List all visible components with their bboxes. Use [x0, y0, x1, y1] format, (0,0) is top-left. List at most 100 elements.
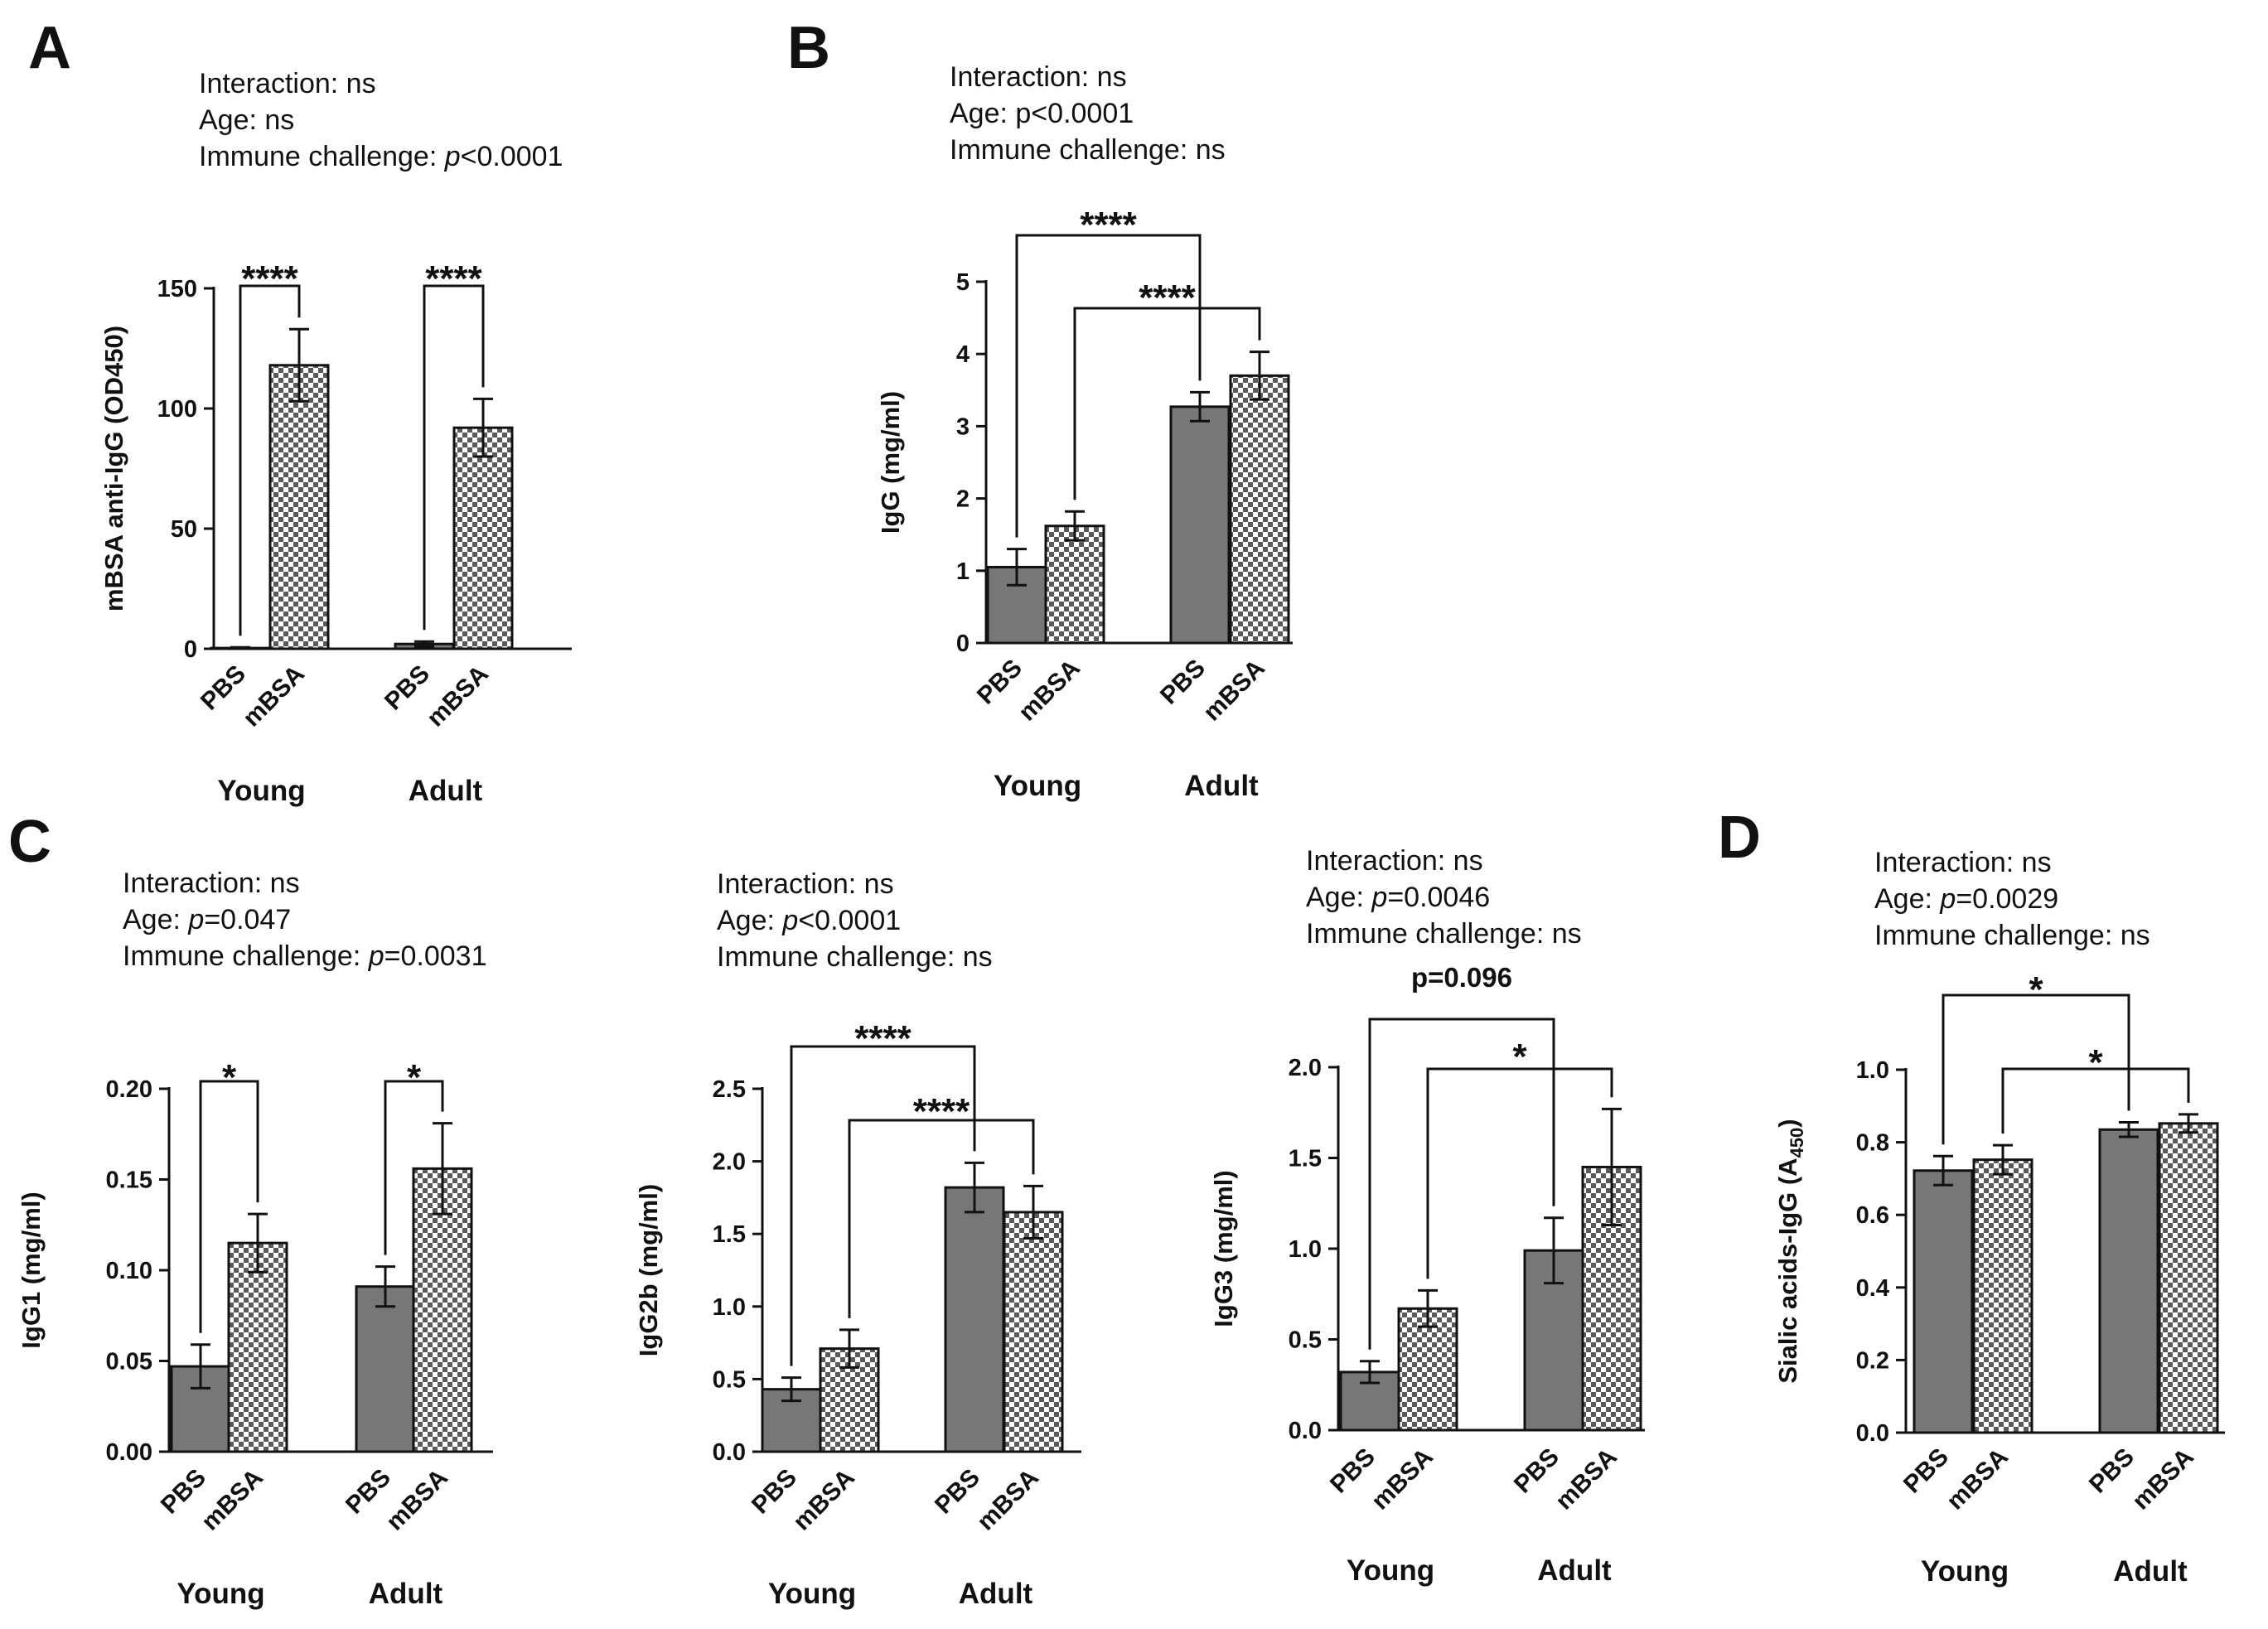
- x-group-label: Adult: [1184, 770, 1259, 802]
- panel-letter-c: C: [8, 809, 51, 875]
- x-group-label: Adult: [369, 1578, 443, 1610]
- stat-line: Age: p=0.047: [123, 904, 291, 935]
- bar-mbsa-young: [1972, 1158, 2033, 1434]
- significance-label: ****: [241, 259, 298, 299]
- bar-pbs-adult: [1169, 405, 1231, 645]
- y-tick-label: 0.0: [1289, 1418, 1322, 1444]
- x-group-label: Young: [1347, 1554, 1434, 1587]
- stat-line: Interaction: ns: [199, 68, 376, 99]
- bar-mbsa-young: [1044, 524, 1105, 645]
- y-tick-label: 0.00: [106, 1439, 152, 1466]
- x-group-label: Adult: [409, 775, 483, 807]
- bar-mbsa-adult: [1003, 1211, 1064, 1453]
- x-category-label: mBSA: [381, 1464, 453, 1536]
- y-tick-label: 2.5: [713, 1076, 746, 1103]
- significance-bracket: [199, 1080, 259, 1333]
- stat-line: Interaction: ns: [1874, 847, 2052, 878]
- significance-label: *: [2088, 1042, 2103, 1083]
- x-category-label: mBSA: [196, 1464, 268, 1536]
- y-tick-label: 1.0: [1856, 1057, 1889, 1084]
- panel-letter-a: A: [28, 15, 71, 81]
- x-category-label: mBSA: [972, 1464, 1044, 1536]
- x-category-label: mBSA: [422, 660, 494, 732]
- x-group-label: Adult: [1537, 1554, 1612, 1587]
- significance-label: p=0.096: [1411, 962, 1512, 993]
- significance-label: ****: [854, 1018, 912, 1059]
- x-group-label: Young: [768, 1578, 856, 1610]
- x-category-label: mBSA: [1198, 655, 1270, 727]
- bar-mbsa-young: [268, 364, 330, 650]
- y-tick-label: 3: [956, 413, 970, 440]
- significance-bracket: [2001, 1067, 2190, 1134]
- x-group-label: Young: [1921, 1555, 2009, 1588]
- significance-label: ****: [913, 1091, 970, 1132]
- bar-pbs-adult: [944, 1186, 1005, 1453]
- bar-mbsa-young: [227, 1241, 288, 1453]
- y-axis-label: IgG (mg/ml): [876, 391, 905, 534]
- stat-line: Age: ns: [199, 104, 294, 136]
- chart-panel-c1: Interaction: ns Age: p=0.047 Immune challe…: [17, 868, 493, 1610]
- stat-line: Immune challenge: ns: [950, 134, 1226, 166]
- significance-label: ****: [1139, 278, 1196, 318]
- x-group-label: Young: [994, 770, 1081, 802]
- y-tick-label: 0.0: [1856, 1420, 1889, 1447]
- y-tick-label: 150: [157, 276, 197, 302]
- x-category-label: PBS: [1155, 655, 1211, 710]
- y-tick-label: 0.0: [713, 1439, 746, 1466]
- panel-letter-b: B: [787, 15, 830, 81]
- y-tick-label: 0.15: [106, 1167, 152, 1194]
- stat-line: Age: p=0.0046: [1306, 882, 1490, 913]
- y-axis-label: IgG3 (mg/ml): [1209, 1170, 1238, 1327]
- x-category-label: PBS: [1898, 1443, 1954, 1499]
- y-tick-label: 0.5: [713, 1366, 746, 1393]
- y-axis-label: Sialic acids-IgG (A450): [1773, 1119, 1807, 1383]
- significance-bracket: [1942, 993, 2130, 1145]
- x-category-label: mBSA: [2127, 1443, 2199, 1515]
- stat-line: Age: p=0.0029: [1874, 883, 2058, 915]
- x-category-label: mBSA: [1942, 1443, 2014, 1515]
- stat-line: Immune challenge: ns: [717, 941, 993, 973]
- y-tick-label: 5: [956, 269, 970, 296]
- stat-line: Age: p<0.0001: [717, 905, 901, 936]
- significance-label: *: [1512, 1037, 1527, 1077]
- chart-panel-c3: Interaction: ns Age: p=0.0046 Immune chall…: [1209, 845, 1645, 1587]
- y-tick-label: 1.0: [713, 1294, 746, 1321]
- stat-line: Immune challenge: ns: [1306, 918, 1582, 950]
- y-tick-label: 2.0: [1289, 1055, 1322, 1081]
- bar-mbsa-adult: [2158, 1122, 2219, 1434]
- significance-bracket: [848, 1119, 1035, 1318]
- bar-mbsa-adult: [1229, 374, 1290, 645]
- chart-panel-a: Interaction: ns Age: ns Immune challenge: …: [99, 68, 572, 807]
- bar-mbsa-adult: [452, 426, 514, 650]
- stat-line: Immune challenge: p=0.0031: [123, 940, 487, 972]
- chart-panel-d: Interaction: ns Age: p=0.0029 Immune chall…: [1773, 847, 2225, 1588]
- y-tick-label: 0: [956, 631, 970, 657]
- stat-line: Immune challenge: ns: [1874, 920, 2150, 951]
- x-category-label: mBSA: [1366, 1443, 1439, 1515]
- y-tick-label: 2: [956, 486, 970, 513]
- x-group-label: Young: [177, 1578, 264, 1610]
- significance-bracket: [423, 284, 485, 631]
- significance-label: *: [222, 1057, 237, 1098]
- bar-pbs-adult: [2098, 1128, 2159, 1434]
- bar-pbs-adult: [355, 1285, 416, 1453]
- stat-line: Interaction: ns: [950, 61, 1127, 93]
- y-tick-label: 2.0: [713, 1149, 746, 1176]
- x-category-label: mBSA: [788, 1464, 860, 1536]
- significance-bracket: [790, 1045, 976, 1366]
- x-group-label: Adult: [2113, 1555, 2188, 1588]
- y-tick-label: 1.5: [1289, 1146, 1322, 1172]
- bar-mbsa-young: [1397, 1307, 1458, 1432]
- y-tick-label: 1: [956, 558, 970, 585]
- significance-bracket: [1426, 1067, 1613, 1279]
- y-tick-label: 0.6: [1856, 1202, 1889, 1229]
- y-tick-label: 0.8: [1856, 1130, 1889, 1157]
- stat-line: Interaction: ns: [717, 868, 894, 900]
- bar-pbs-young: [1913, 1169, 1974, 1434]
- y-axis-label: mBSA anti-IgG (OD450): [99, 326, 128, 611]
- stat-line: Interaction: ns: [1306, 845, 1483, 877]
- x-category-label: mBSA: [1013, 655, 1086, 727]
- y-tick-label: 1.5: [713, 1221, 746, 1248]
- significance-label: *: [407, 1057, 422, 1098]
